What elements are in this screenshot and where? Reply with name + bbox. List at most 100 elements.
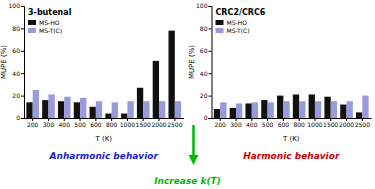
bar <box>347 101 353 118</box>
x-tick-label: 800 <box>293 121 305 128</box>
bar <box>33 90 39 118</box>
y-tick-label: 60 <box>12 47 20 54</box>
y-axis-title: MUPE (%) <box>188 45 196 79</box>
bar <box>105 114 111 118</box>
bars <box>26 31 181 118</box>
x-tick: 600 <box>90 118 102 128</box>
bar <box>127 101 133 118</box>
y-tick-mark <box>21 28 24 29</box>
y-tick: 40 <box>200 70 212 77</box>
panel: 2003004005006008001000150020002500020406… <box>0 2 184 161</box>
y-axis: 0 20 40 60 80 100 <box>196 2 212 121</box>
chart-title: CRC2/CRC6 <box>216 8 266 17</box>
bar <box>324 97 330 118</box>
x-tick-label: 2500 <box>167 121 182 128</box>
y-tick: 60 <box>12 47 24 54</box>
y-tick-mark <box>209 73 212 74</box>
x-tick-label: 800 <box>106 121 118 128</box>
y-tick-mark <box>21 96 24 97</box>
y-tick-mark <box>209 6 212 7</box>
x-tick: 1500 <box>323 118 338 128</box>
x-tick: 800 <box>293 118 305 128</box>
y-tick-label: 20 <box>200 92 208 99</box>
bar <box>245 103 251 118</box>
bar <box>356 112 362 118</box>
y-tick: 0 <box>204 114 212 121</box>
y-tick-mark <box>21 51 24 52</box>
y-tick: 80 <box>12 25 24 32</box>
x-tick: 2500 <box>355 118 370 128</box>
x-tick: 200 <box>27 118 39 128</box>
bars <box>214 94 369 118</box>
x-tick: 2500 <box>167 118 182 128</box>
y-tick-mark <box>21 118 24 119</box>
x-axis-title: T (K) <box>282 135 300 143</box>
x-tick: 800 <box>106 118 118 128</box>
series <box>214 94 362 118</box>
bar <box>96 101 102 118</box>
series <box>33 90 181 118</box>
bar <box>220 102 226 118</box>
x-tick-label: 1000 <box>307 121 322 128</box>
bar <box>175 101 181 118</box>
x-tick-label: 300 <box>230 121 242 128</box>
bar <box>293 94 299 118</box>
y-tick-label: 80 <box>12 25 20 32</box>
legend-label: MS-T(C) <box>227 27 250 34</box>
annotation: Anharmonic behavior <box>49 151 159 161</box>
y-tick-label: 40 <box>12 70 20 77</box>
x-tick: 400 <box>246 118 258 128</box>
x-tick-label: 200 <box>214 121 226 128</box>
y-tick: 60 <box>200 47 212 54</box>
bar <box>283 101 289 118</box>
y-tick: 40 <box>12 70 24 77</box>
bar <box>315 101 321 118</box>
y-tick: 20 <box>12 92 24 99</box>
x-tick: 300 <box>230 118 242 128</box>
x-tick-label: 400 <box>246 121 258 128</box>
bar <box>214 109 220 118</box>
bar <box>90 107 96 118</box>
x-tick-label: 600 <box>90 121 102 128</box>
y-tick-label: 80 <box>200 25 208 32</box>
bar <box>48 94 54 118</box>
x-tick-label: 1500 <box>323 121 338 128</box>
legend-label: MS-HO <box>39 19 60 26</box>
x-tick-label: 2500 <box>355 121 370 128</box>
x-tick-label: 1500 <box>136 121 151 128</box>
bar <box>159 101 165 118</box>
y-tick-label: 100 <box>9 2 21 9</box>
x-tick: 300 <box>43 118 55 128</box>
bar <box>340 105 346 118</box>
bar <box>331 101 337 118</box>
bar <box>137 88 143 118</box>
x-tick: 600 <box>278 118 290 128</box>
bar <box>261 100 267 118</box>
y-tick-mark <box>209 96 212 97</box>
bar <box>252 102 258 118</box>
x-axis: 2003004005006008001000150020002500 <box>212 118 372 128</box>
series <box>220 96 368 118</box>
x-tick: 400 <box>59 118 71 128</box>
bar <box>58 101 64 118</box>
bar <box>80 98 86 118</box>
chart-title: 3-butenal <box>28 8 72 17</box>
y-tick: 100 <box>196 2 211 9</box>
x-tick: 2000 <box>151 118 166 128</box>
x-tick: 1000 <box>120 118 135 128</box>
panel: 2003004005006008001000150020002500020406… <box>188 2 372 161</box>
legend-label: MS-T(C) <box>39 27 62 34</box>
y-tick-label: 60 <box>200 47 208 54</box>
figure: 2003004005006008001000150020002500020406… <box>0 0 375 189</box>
x-tick: 200 <box>214 118 226 128</box>
legend-swatch <box>216 20 224 25</box>
x-tick-label: 200 <box>27 121 39 128</box>
arrow <box>192 125 195 160</box>
bar <box>74 102 80 118</box>
x-tick-label: 2000 <box>151 121 166 128</box>
bar <box>143 101 149 118</box>
y-tick-mark <box>209 28 212 29</box>
y-axis-line <box>209 7 213 119</box>
y-axis: 020406080100 <box>9 2 25 121</box>
bar <box>230 108 236 118</box>
